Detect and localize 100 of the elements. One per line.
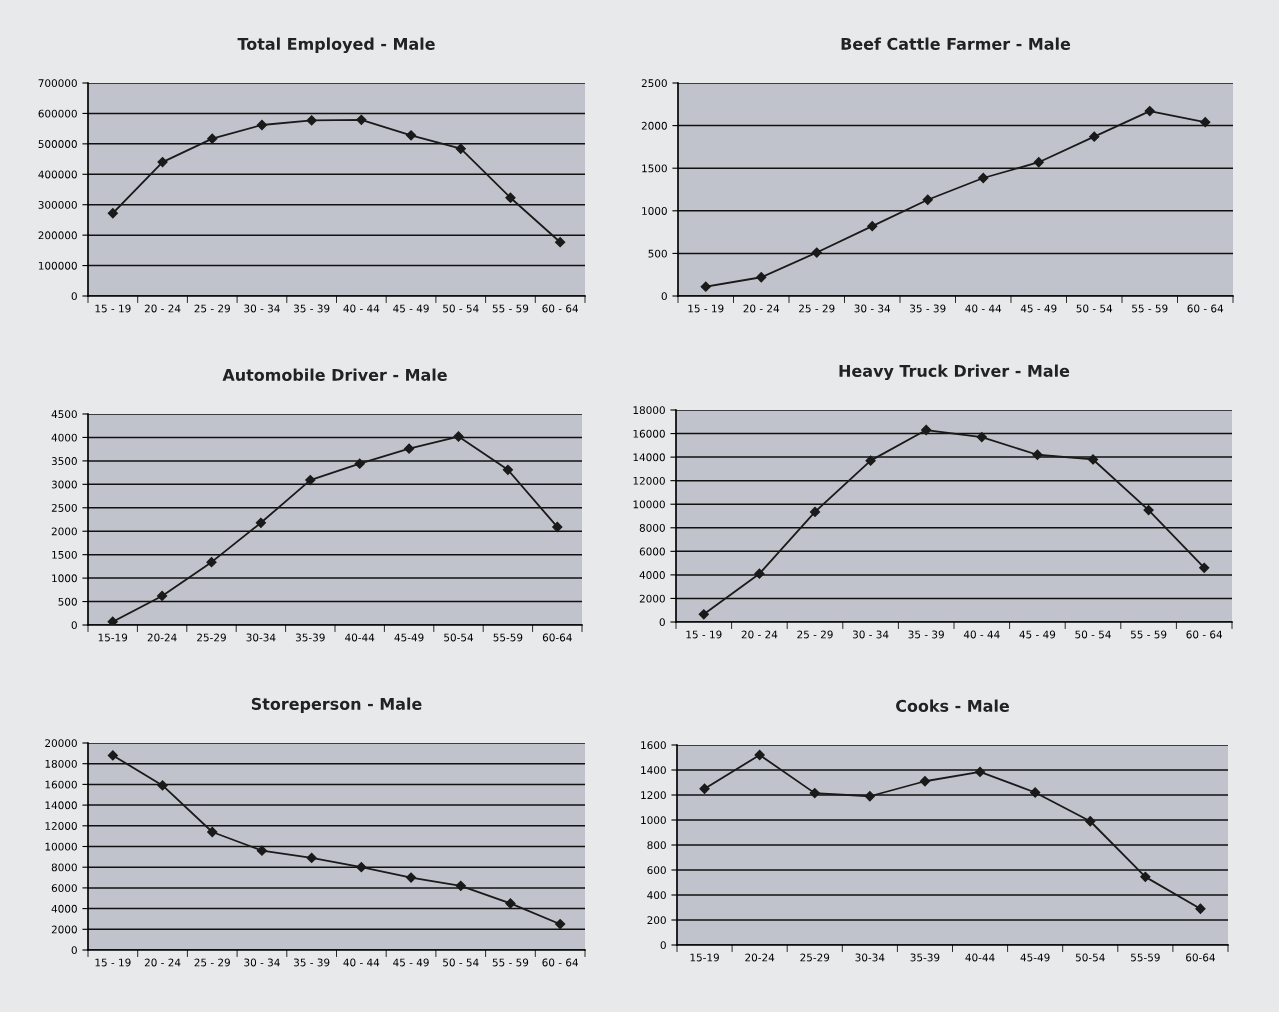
point: [555, 237, 566, 248]
y-tick-label: 800: [647, 841, 666, 850]
x-tick-label: 45 - 49: [393, 304, 429, 313]
point: [1085, 816, 1096, 827]
x-tick-label: 35 - 39: [294, 304, 330, 313]
y-tick-label: 2000: [639, 594, 665, 603]
y-tick-label: 4000: [51, 433, 77, 442]
point: [809, 506, 821, 517]
x-tick-label: 15 - 19: [95, 958, 131, 967]
point: [1144, 106, 1155, 117]
point: [306, 115, 317, 126]
x-tick-label: 25 - 29: [194, 958, 230, 967]
point: [305, 474, 316, 486]
x-tick-label: 40 - 44: [343, 304, 380, 313]
y-tick-label: 600: [647, 866, 666, 875]
x-tick-label: 60 - 64: [542, 958, 579, 967]
point: [107, 750, 118, 761]
x-tick-label: 50-54: [1075, 953, 1105, 962]
x-tick-label: 40 - 44: [965, 304, 1002, 313]
y-tick-label: 1500: [642, 164, 667, 173]
x-tick-label: 45-49: [1020, 953, 1050, 962]
x-tick-label: 25-29: [800, 953, 830, 962]
x-tick-label: 60 - 64: [1186, 630, 1223, 639]
y-tick-label: 0: [71, 946, 77, 955]
y-tick-label: 400000: [38, 170, 77, 179]
x-tick-label: 20 - 24: [144, 958, 181, 967]
x-tick-label: 55 - 59: [1130, 630, 1167, 639]
x-tick-label: 20 - 24: [741, 630, 778, 639]
x-tick-label: 40 - 44: [343, 958, 380, 967]
point: [255, 517, 267, 528]
x-tick-label: 50 - 54: [1076, 304, 1113, 313]
point: [1199, 562, 1210, 573]
y-tick-label: 500: [58, 597, 77, 606]
y-tick-label: 20000: [45, 739, 77, 748]
point: [1195, 903, 1206, 914]
point: [921, 424, 932, 436]
point: [555, 919, 566, 930]
x-tick-label: 35-39: [295, 633, 325, 642]
x-tick-label: 40-44: [345, 633, 375, 642]
y-tick-label: 0: [71, 621, 77, 630]
y-tick-label: 2000: [641, 121, 667, 130]
y-tick-label: 0: [661, 292, 667, 301]
point: [505, 192, 516, 203]
x-tick-label: 15 - 19: [95, 304, 131, 313]
x-tick-label: 35 - 39: [908, 630, 944, 639]
y-tick-label: 2500: [51, 504, 77, 512]
y-tick-label: 14000: [45, 801, 77, 810]
y-tick-label: 18000: [45, 759, 77, 768]
y-tick-label: 12000: [633, 476, 665, 485]
point: [356, 862, 367, 873]
y-tick-label: 200: [647, 916, 666, 925]
point: [107, 208, 118, 219]
point: [1030, 787, 1041, 798]
y-tick-label: 6000: [639, 547, 665, 556]
point: [502, 464, 514, 475]
point: [256, 845, 268, 856]
y-tick-label: 3000: [51, 480, 77, 489]
y-tick-label: 2000: [51, 527, 77, 536]
x-tick-label: 45 - 49: [393, 958, 429, 967]
point: [1143, 504, 1154, 516]
x-tick-label: 50-54: [444, 633, 474, 642]
x-tick-label: 35 - 39: [294, 958, 330, 967]
y-tick-label: 400: [647, 891, 666, 900]
chart-title: Automobile Driver - Male: [222, 368, 447, 381]
x-tick-label: 55 - 59: [492, 958, 529, 967]
point: [207, 826, 218, 838]
point: [1140, 871, 1151, 882]
y-tick-label: 8000: [51, 863, 77, 872]
x-tick-label: 40-44: [965, 953, 995, 962]
x-tick-label: 20 - 24: [144, 304, 181, 313]
y-tick-label: 0: [659, 618, 665, 627]
point: [356, 114, 367, 125]
point: [809, 788, 820, 799]
y-tick-label: 10000: [633, 500, 665, 509]
point: [403, 443, 415, 454]
y-tick-label: 1200: [641, 791, 666, 800]
point: [207, 133, 218, 144]
point: [156, 590, 168, 602]
x-tick-label: 50 - 54: [443, 304, 479, 313]
x-tick-label: 35 - 39: [910, 304, 946, 313]
y-tick-label: 100000: [38, 261, 77, 270]
point: [811, 247, 822, 258]
y-tick-label: 300000: [38, 200, 77, 209]
x-tick-label: 15-19: [98, 633, 128, 642]
y-tick-label: 14000: [633, 453, 665, 462]
chart-title: Beef Cattle Farmer - Male: [841, 37, 1071, 50]
point: [1200, 117, 1211, 128]
y-tick-label: 16000: [633, 429, 665, 438]
x-tick-label: 25-29: [197, 633, 226, 642]
point: [700, 281, 711, 292]
x-tick-label: 60-64: [1186, 953, 1215, 962]
point: [754, 568, 765, 579]
point: [405, 130, 417, 141]
y-tick-label: 1000: [641, 816, 666, 825]
y-tick-label: 4000: [51, 904, 77, 913]
y-tick-label: 1600: [641, 741, 666, 750]
x-tick-label: 15 - 19: [688, 304, 724, 313]
point: [256, 119, 268, 131]
x-tick-label: 45 - 49: [1019, 630, 1056, 639]
x-tick-label: 30 - 34: [244, 304, 280, 313]
